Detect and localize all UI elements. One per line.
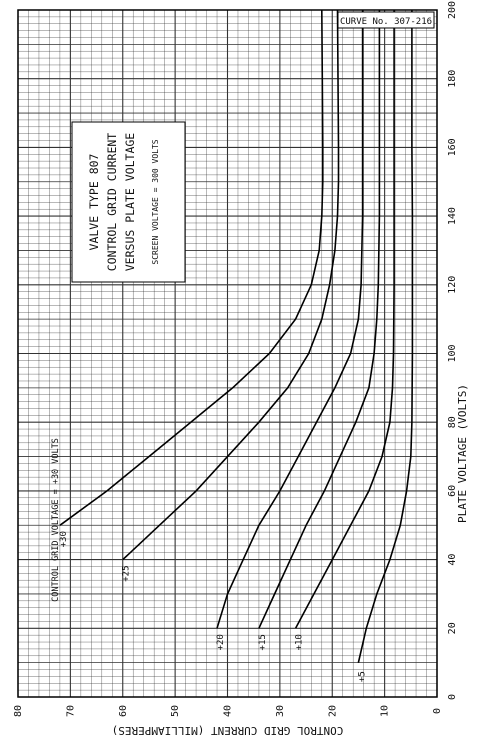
y-tick-label: 80 — [13, 705, 24, 717]
y-axis-label: CONTROL GRID CURRENT (MILLIAMPERES) — [112, 724, 344, 737]
x-tick-label: 100 — [447, 344, 458, 362]
series-label: +20 — [216, 634, 226, 650]
chart-labels: 0 20 40 60 80 100 120 140 160 180 200 0 10 20 30 40 50 60… — [13, 1, 469, 737]
series-curve — [357, 10, 414, 663]
curve-number: CURVE No. 307-216 — [340, 17, 432, 27]
series-curve — [294, 10, 395, 629]
x-tick-label: 80 — [447, 416, 458, 428]
y-tick-label: 70 — [65, 705, 76, 717]
chart-title-line: VALVE TYPE 807 — [87, 153, 101, 250]
chart-axes — [17, 9, 438, 698]
x-tick-label: 180 — [447, 70, 458, 88]
plot-border — [17, 9, 438, 698]
x-axis-label: PLATE VOLTAGE (VOLTS) — [456, 384, 469, 523]
title-block: VALVE TYPE 807 CONTROL GRID CURRENT VERSUS… — [87, 133, 160, 272]
chart-grid — [17, 9, 438, 698]
series-label: +30 — [59, 531, 69, 547]
series-label: +5 — [357, 671, 367, 682]
series-annotation: CONTROL GRID VOLTAGE = +30 VOLTS — [51, 438, 61, 602]
x-tick-label: 60 — [447, 485, 458, 497]
y-tick-label: 0 — [432, 708, 443, 714]
x-tick-label: 160 — [447, 138, 458, 156]
title-box — [71, 121, 186, 283]
chart-subtitle: SCREEN VOLTAGE = 300 VOLTS — [151, 139, 160, 264]
series-curve — [216, 10, 364, 629]
series-curve — [258, 10, 381, 629]
x-tick-label: 200 — [447, 1, 458, 19]
series-label: +25 — [122, 565, 132, 581]
y-tick-label: 50 — [170, 705, 181, 717]
y-tick-label: 20 — [327, 705, 338, 717]
series-label: +10 — [295, 634, 305, 650]
curve-number-box — [337, 11, 435, 29]
y-tick-label: 30 — [275, 705, 286, 717]
y-tick-label: 10 — [380, 705, 391, 717]
series-curve — [122, 9, 340, 561]
y-tick-label: 60 — [118, 705, 129, 717]
series-curve — [59, 9, 324, 526]
x-tick-label: 40 — [447, 554, 458, 566]
series-label: +15 — [258, 634, 268, 650]
y-tick-label: 40 — [223, 705, 234, 717]
chart-title-line: CONTROL GRID CURRENT — [105, 133, 119, 272]
chart-curves — [59, 9, 414, 663]
x-tick-label: 120 — [447, 276, 458, 294]
x-tick-label: 140 — [447, 207, 458, 225]
chart-title-line: VERSUS PLATE VOLTAGE — [123, 133, 137, 272]
x-tick-label: 0 — [447, 694, 458, 700]
x-tick-label: 20 — [447, 622, 458, 634]
